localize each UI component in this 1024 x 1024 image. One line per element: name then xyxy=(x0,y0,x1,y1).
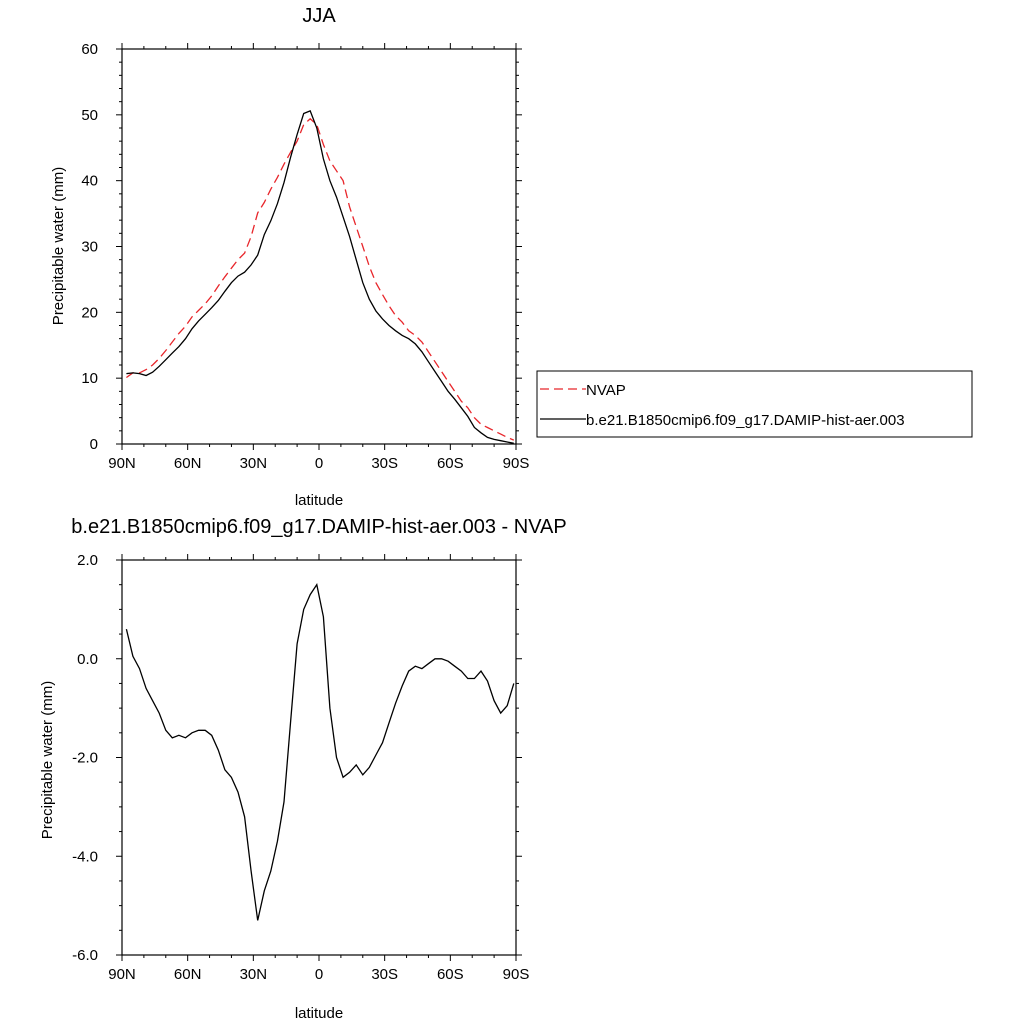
top-y-tick-label-30: 30 xyxy=(81,239,98,256)
bottom-plot-area: 90N 60N 30N 0 30S 60S 90S -6.0 -4.0 -2.0 0.0 2.0 xyxy=(72,552,529,983)
bottom-plot-frame xyxy=(121,559,517,956)
bottom-x-tick-label-90s: 90S xyxy=(503,966,530,983)
bottom-chart-title: b.e21.B1850cmip6.f09_g17.DAMIP-hist-aer.… xyxy=(71,516,566,538)
bottom-y-tick-label-2-0: -2.0 xyxy=(72,750,98,767)
top-panel: JJA 90N 60N 30N 0 30S 60S 90S 0 10 20 30 40 50 60 lat… xyxy=(50,5,529,509)
top-x-tick-label-30n: 30N xyxy=(240,455,268,472)
top-y-tick-label-10: 10 xyxy=(81,370,98,387)
top-x-tick-label-60n: 60N xyxy=(174,455,202,472)
bottom-x-tick-label-30n: 30N xyxy=(240,966,268,983)
top-chart-title: JJA xyxy=(302,5,336,27)
top-plot-frame xyxy=(121,48,517,445)
top-y-tick-label-40: 40 xyxy=(81,173,98,190)
bottom-panel: b.e21.B1850cmip6.f09_g17.DAMIP-hist-aer.… xyxy=(39,516,567,1022)
bottom-y-tick-label-6-0: -6.0 xyxy=(72,947,98,964)
bottom-x-tick-label-90n: 90N xyxy=(108,966,136,983)
bottom-y-tick-label-2-0: 2.0 xyxy=(77,552,98,569)
bottom-y-axis-label: Precipitable water (mm) xyxy=(39,681,56,839)
top-series-line-nvap xyxy=(126,117,515,441)
top-x-tick-label-90n: 90N xyxy=(108,455,136,472)
top-series-line-b-e21-b1850cmip6-f09-g17-damip-hist-aer-003 xyxy=(126,110,514,444)
top-x-tick-label-90s: 90S xyxy=(503,455,530,472)
top-y-tick-label-0: 0 xyxy=(90,436,98,453)
bottom-y-tick-label-4-0: -4.0 xyxy=(72,848,98,865)
bottom-y-tick-label-0-0: 0.0 xyxy=(77,651,98,668)
bottom-series-line-series-0 xyxy=(125,583,515,921)
bottom-x-tick-label-30s: 30S xyxy=(371,966,398,983)
bottom-x-tick-label-0: 0 xyxy=(315,966,323,983)
top-x-tick-label-0: 0 xyxy=(315,455,323,472)
bottom-x-axis-label: latitude xyxy=(295,1005,343,1022)
top-plot-area: 90N 60N 30N 0 30S 60S 90S 0 10 20 30 40 50 60 xyxy=(81,41,529,472)
legend-label-model: b.e21.B1850cmip6.f09_g17.DAMIP-hist-aer.… xyxy=(586,412,905,429)
bottom-x-tick-label-60n: 60N xyxy=(174,966,202,983)
top-y-tick-label-60: 60 xyxy=(81,41,98,58)
legend: NVAP b.e21.B1850cmip6.f09_g17.DAMIP-hist… xyxy=(536,370,973,438)
bottom-x-tick-label-60s: 60S xyxy=(437,966,464,983)
top-y-tick-label-20: 20 xyxy=(81,304,98,321)
top-x-tick-label-30s: 30S xyxy=(371,455,398,472)
legend-label-nvap: NVAP xyxy=(586,382,626,399)
top-x-axis-label: latitude xyxy=(295,492,343,509)
top-y-axis-label: Precipitable water (mm) xyxy=(50,167,67,325)
top-x-tick-label-60s: 60S xyxy=(437,455,464,472)
top-y-tick-label-50: 50 xyxy=(81,107,98,124)
legend-box xyxy=(536,370,973,438)
